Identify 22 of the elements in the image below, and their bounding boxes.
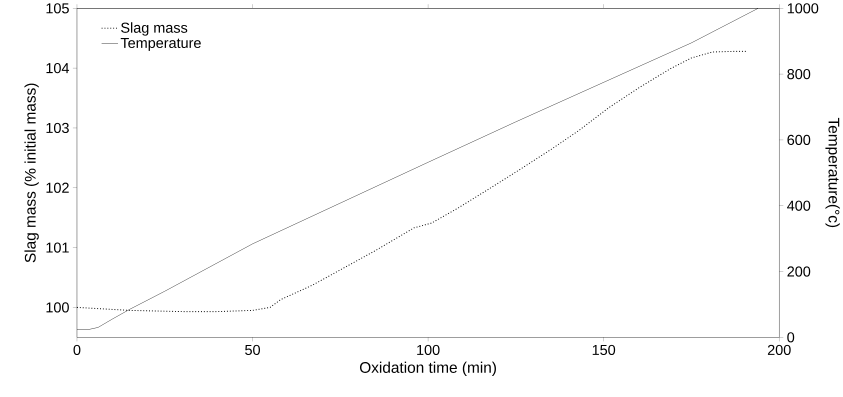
- y2-tick-label: 400: [787, 200, 810, 211]
- y-tick-label: 102: [46, 182, 69, 193]
- y-tick-label: 101: [46, 242, 69, 253]
- legend-label: Temperature: [120, 38, 201, 51]
- y2-axis-title: Temperature(°c): [825, 118, 840, 228]
- x-tick-label: 100: [417, 344, 440, 356]
- y-tick-label: 104: [46, 63, 70, 74]
- x-tick-label: 0: [74, 344, 80, 356]
- y2-tick-label: 200: [787, 266, 810, 277]
- y-axis-title: Slag mass (% initial mass): [24, 84, 39, 262]
- y2-tick-label: 0: [787, 332, 794, 342]
- y-tick-label: 103: [46, 122, 69, 134]
- y-tick-label: 100: [46, 302, 69, 313]
- y2-tick-label: 800: [787, 69, 810, 80]
- x-tick-label: 200: [768, 344, 791, 356]
- y-tick-label: 105: [46, 3, 69, 14]
- legend-label: Slag mass: [121, 22, 188, 36]
- x-tick-label: 50: [245, 344, 260, 356]
- x-tick-label: 150: [592, 344, 616, 356]
- x-axis-title: Oxidation time (min): [360, 362, 496, 376]
- y2-tick-label: 1000: [788, 3, 818, 14]
- y2-tick-label: 600: [787, 134, 810, 146]
